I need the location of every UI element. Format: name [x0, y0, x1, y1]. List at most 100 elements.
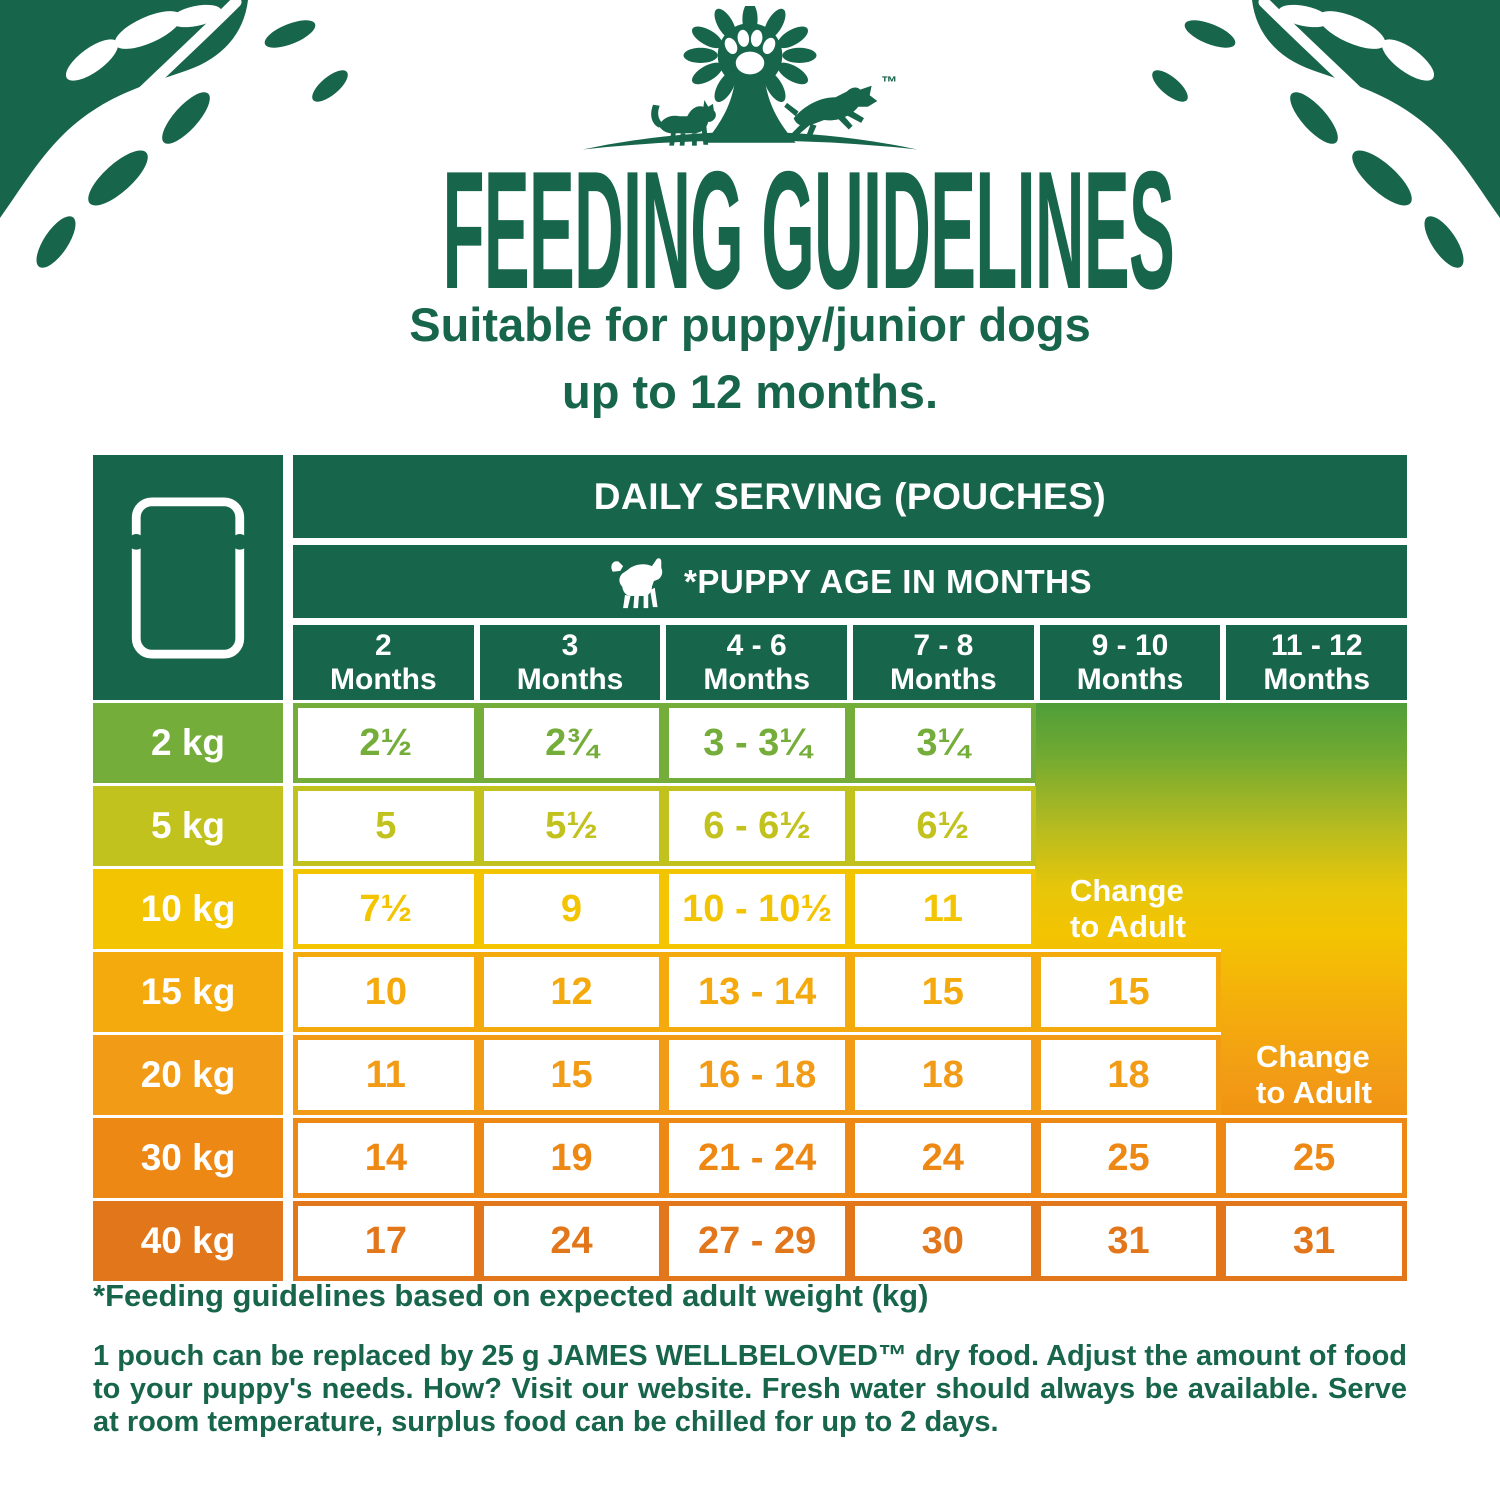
column-header: 9 - 10 Months — [1033, 625, 1221, 700]
brand-logo: ™ — [560, 2, 940, 158]
serving-value-cell: 10 — [293, 952, 479, 1032]
column-header-unit: Months — [1076, 662, 1184, 696]
column-header-unit: Months — [1263, 662, 1371, 696]
change-line1: Change — [1070, 873, 1184, 909]
trademark-symbol: ™ — [881, 74, 897, 92]
serving-value-cell: 18 — [849, 1035, 1036, 1115]
leaf-decoration-right — [1140, 0, 1500, 280]
column-header: 2 Months — [293, 625, 474, 700]
footnote-feeding: 1 pouch can be replaced by 25 g JAMES WE… — [93, 1340, 1407, 1438]
column-header-range: 4 - 6 — [726, 628, 787, 662]
table-row: 30 kg 14 19 21 - 24 24 25 25 — [93, 1118, 1407, 1198]
change-line1: Change — [1256, 1039, 1370, 1075]
weight-label: 20 kg — [93, 1035, 283, 1115]
serving-value-cell: 7½ — [293, 869, 479, 949]
column-header-unit: Months — [703, 662, 810, 696]
row-cells: 17 24 27 - 29 30 31 31 — [293, 1201, 1407, 1281]
serving-value-cell: 11 — [293, 1035, 479, 1115]
serving-value-cell: 27 - 29 — [664, 1201, 850, 1281]
serving-header: DAILY SERVING (POUCHES) — [293, 455, 1407, 538]
tree-logo-icon: ™ — [582, 2, 918, 150]
serving-value-cell: 15 — [849, 952, 1036, 1032]
serving-value-cell: 3¼ — [849, 703, 1036, 783]
serving-value-cell: 15 — [1035, 952, 1222, 1032]
serving-value-cell: 12 — [478, 952, 665, 1032]
leaves-icon — [1152, 0, 1500, 268]
table-row: 40 kg 17 24 27 - 29 30 31 31 — [93, 1201, 1407, 1281]
weight-label: 15 kg — [93, 952, 283, 1032]
serving-value-cell: 13 - 14 — [664, 952, 850, 1032]
change-to-adult-note-1: Change to Adult — [1035, 869, 1221, 949]
subtitle-line2: up to 12 months. — [562, 364, 938, 418]
column-header-unit: Months — [516, 662, 624, 696]
column-header-range: 11 - 12 — [1270, 628, 1363, 662]
serving-value-cell: 24 — [849, 1118, 1036, 1198]
serving-value-cell: 30 — [849, 1201, 1036, 1281]
serving-value-cell: 31 — [1035, 1201, 1222, 1281]
row-cells: 14 19 21 - 24 24 25 25 — [293, 1118, 1407, 1198]
row-cells: 5 5½ 6 - 6½ 6½ — [293, 786, 1407, 866]
column-header-range: 9 - 10 — [1091, 628, 1169, 662]
serving-value-cell: 10 - 10½ — [664, 869, 850, 949]
table-row: 15 kg 10 12 13 - 14 15 15 — [93, 952, 1407, 1032]
serving-value-cell: 17 — [293, 1201, 479, 1281]
column-header-unit: Months — [330, 662, 437, 696]
table-row: 10 kg 7½ 9 10 - 10½ 11 — [93, 869, 1407, 949]
feeding-table: DAILY SERVING (POUCHES) *PUPPY AGE IN MO… — [93, 455, 1408, 1285]
serving-value-cell: 21 - 24 — [664, 1118, 850, 1198]
subtitle-line1: Suitable for puppy/junior dogs — [409, 298, 1091, 351]
row-cells: 7½ 9 10 - 10½ 11 — [293, 869, 1407, 949]
weight-label: 30 kg — [93, 1118, 283, 1198]
page-subtitle: Suitable for puppy/junior dogs up to 12 … — [0, 292, 1500, 425]
serving-value-cell: 6 - 6½ — [664, 786, 850, 866]
row-cells: 2½ 2¾ 3 - 3¼ 3¼ — [293, 703, 1407, 783]
change-line2: to Adult — [1256, 1075, 1372, 1110]
age-header-label: *PUPPY AGE IN MONTHS — [684, 562, 1092, 600]
column-header: 3 Months — [473, 625, 661, 700]
leaves-icon — [0, 0, 348, 268]
serving-value-cell: 19 — [478, 1118, 665, 1198]
table-header: DAILY SERVING (POUCHES) *PUPPY AGE IN MO… — [293, 455, 1408, 700]
table-row: 2 kg 2½ 2¾ 3 - 3¼ 3¼ — [93, 703, 1407, 783]
serving-value-cell: 2½ — [293, 703, 479, 783]
serving-value-cell: 5 — [293, 786, 479, 866]
change-line2: to Adult — [1070, 909, 1186, 944]
row-cells: 11 15 16 - 18 18 18 — [293, 1035, 1407, 1115]
serving-value-cell: 9 — [478, 869, 665, 949]
dog-icon — [784, 85, 878, 141]
table-row: 5 kg 5 5½ 6 - 6½ 6½ — [93, 786, 1407, 866]
serving-value-cell: 3 - 3¼ — [664, 703, 850, 783]
paw-icon — [724, 29, 776, 75]
column-header: 7 - 8 Months — [847, 625, 1034, 700]
weight-label: 10 kg — [93, 869, 283, 949]
column-header-unit: Months — [890, 662, 997, 696]
serving-value-cell: 25 — [1221, 1118, 1407, 1198]
serving-value-cell: 25 — [1035, 1118, 1222, 1198]
page-title: FEEDING GUIDELINES — [442, 136, 1175, 324]
column-header: 11 - 12 Months — [1220, 625, 1408, 700]
month-columns: 2 Months 3 Months 4 - 6 Months 7 - 8 Months 9 - … — [293, 625, 1408, 700]
leaf-decoration-left — [0, 0, 360, 280]
change-to-adult-note-2: Change to Adult — [1221, 1035, 1407, 1115]
weight-label: 2 kg — [93, 703, 283, 783]
serving-header-label: DAILY SERVING (POUCHES) — [593, 475, 1107, 517]
column-header-range: 3 — [561, 628, 579, 662]
serving-value-cell: 16 - 18 — [664, 1035, 850, 1115]
serving-value-cell: 18 — [1035, 1035, 1222, 1115]
column-header-range: 7 - 8 — [913, 628, 974, 662]
footnote-weight: *Feeding guidelines based on expected ad… — [93, 1278, 929, 1313]
column-header: 4 - 6 Months — [660, 625, 848, 700]
serving-value-cell: 5½ — [478, 786, 665, 866]
puppy-icon — [611, 557, 663, 608]
serving-value-cell: 15 — [478, 1035, 665, 1115]
pouch-header-cell — [93, 455, 283, 700]
table-row: 20 kg 11 15 16 - 18 18 18 — [93, 1035, 1407, 1115]
table-rows: Change to Adult Change to Adult 2 kg 2½ 2¾… — [93, 703, 1407, 1281]
age-header: *PUPPY AGE IN MONTHS — [293, 545, 1407, 618]
serving-value-cell: 14 — [293, 1118, 479, 1198]
pouch-icon — [129, 496, 247, 659]
serving-value-cell: 24 — [478, 1201, 665, 1281]
serving-value-cell: 31 — [1221, 1201, 1407, 1281]
serving-value-cell: 2¾ — [478, 703, 665, 783]
